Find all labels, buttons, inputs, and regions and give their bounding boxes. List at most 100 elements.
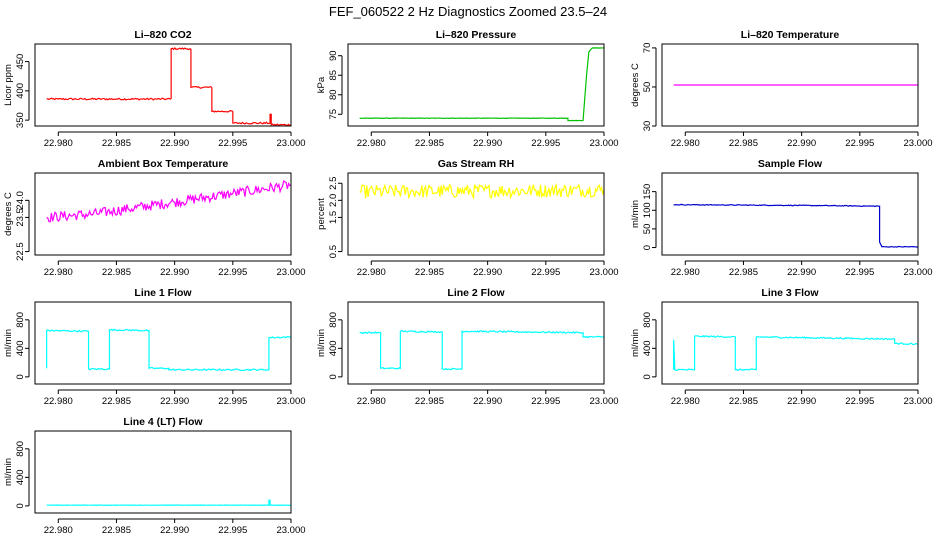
panel-title: Li–820 Pressure [436,29,517,41]
x-tick-label: 22.995 [845,396,874,407]
x-tick-label: 22.990 [473,138,502,149]
y-axis-label: ml/min [316,329,327,357]
plot-frame [34,172,292,256]
panels-container: Li–820 CO2 22.980 22.985 22.990 22.995 23.000… [3,29,933,536]
x-tick-label: 22.980 [671,138,700,149]
y-tick-label: 800 [328,312,339,328]
y-tick-label: 400 [15,469,26,485]
y-tick-label: 85 [328,70,339,81]
panel-title: Line 2 Flow [447,287,505,299]
x-tick-label: 22.985 [102,396,131,407]
panel-title: Line 4 (LT) Flow [123,416,203,428]
x-tick-label: 22.990 [160,138,189,149]
x-tick-label: 22.990 [160,525,189,536]
series-line-4 [211,87,233,113]
y-tick-label: 450 [15,54,26,70]
x-tick-label: 22.995 [531,396,560,407]
y-tick-label: 400 [328,340,339,356]
y-tick-label: 800 [15,441,26,457]
chart-panel-2: Li–820 Pressure 22.980 22.985 22.990 22.995 2… [316,29,619,149]
y-axis-label: ml/min [630,200,641,228]
x-tick-label: 22.985 [102,138,131,149]
plot-frame [661,172,919,256]
x-tick-label: 23.000 [589,138,618,149]
panel-title: Sample Flow [758,158,823,170]
x-tick-label: 22.985 [102,267,131,278]
y-tick-label: 0 [15,503,26,508]
plot-frame [34,43,292,127]
x-tick-label: 22.990 [160,396,189,407]
y-tick-label: 150 [642,184,653,200]
series-line-1 [359,47,604,122]
chart-panel-10: Line 4 (LT) Flow 22.980 22.985 22.990 22.995… [3,416,306,536]
y-tick-label: 50 [642,224,653,235]
chart-panel-8: Line 2 Flow 22.980 22.985 22.990 22.995 23.00… [316,287,619,407]
x-tick-label: 22.995 [218,138,247,149]
x-tick-label: 22.980 [44,396,73,407]
chart-panel-5: Gas Stream RH 22.980 22.985 22.990 22.995 23.… [316,158,619,278]
series-line-1 [359,330,604,371]
y-tick-label: 800 [15,312,26,328]
figure-title: FEF_060522 2 Hz Diagnostics Zoomed 23.5–… [329,4,607,19]
x-tick-label: 23.000 [903,267,932,278]
series-line-1 [46,97,172,101]
x-tick-label: 22.990 [473,267,502,278]
y-axis-label: degrees C [3,192,14,236]
chart-panel-4: Ambient Box Temperature 22.980 22.985 22.99… [3,158,306,278]
y-tick-label: 100 [642,202,653,218]
x-tick-label: 22.980 [671,267,700,278]
panel-title: Gas Stream RH [438,158,514,170]
x-tick-label: 22.980 [357,396,386,407]
x-tick-label: 22.980 [671,396,700,407]
x-tick-label: 22.985 [729,138,758,149]
series-line-2 [170,46,192,100]
x-tick-label: 22.990 [787,138,816,149]
y-tick-label: 50 [642,82,653,93]
y-tick-label: 90 [328,50,339,61]
x-tick-label: 22.980 [357,267,386,278]
x-tick-label: 22.990 [473,396,502,407]
y-tick-label: 2.5 [328,177,339,190]
y-axis-label: ml/min [3,458,14,486]
x-tick-label: 23.000 [589,267,618,278]
y-tick-label: 400 [15,83,26,99]
y-axis-label: degrees C [630,63,641,107]
y-tick-label: 0 [15,374,26,379]
y-tick-label: 0 [642,245,653,250]
plot-frame [347,43,605,127]
x-tick-label: 22.985 [415,138,444,149]
y-tick-label: 70 [642,43,653,54]
y-tick-label: 2.0 [328,194,339,207]
x-tick-label: 23.000 [589,396,618,407]
series-line-1 [673,203,918,248]
y-tick-label: 400 [15,340,26,356]
plot-frame [34,301,292,385]
y-tick-label: 24.0 [15,191,26,210]
series-line-1 [46,180,291,223]
y-axis-label: percent [316,198,327,230]
y-axis-label: Licor ppm [3,64,14,106]
y-tick-label: 30 [642,121,653,132]
plot-frame [347,172,605,256]
y-tick-label: 75 [328,109,339,120]
y-axis-label: ml/min [3,329,14,357]
x-tick-label: 22.995 [845,267,874,278]
x-tick-label: 22.990 [787,267,816,278]
x-tick-label: 22.995 [218,525,247,536]
x-tick-label: 22.980 [44,138,73,149]
x-tick-label: 23.000 [903,396,932,407]
x-tick-label: 22.990 [160,267,189,278]
chart-panel-7: Line 1 Flow 22.980 22.985 22.990 22.995 23.00… [3,287,306,407]
x-tick-label: 22.980 [357,138,386,149]
series-line-1 [359,182,604,200]
y-tick-label: 80 [328,89,339,100]
x-tick-label: 22.980 [44,267,73,278]
chart-panel-9: Line 3 Flow 22.980 22.985 22.990 22.995 23.00… [630,287,933,407]
x-tick-label: 23.000 [276,267,305,278]
chart-panel-1: Li–820 CO2 22.980 22.985 22.990 22.995 23.000… [3,29,306,149]
x-tick-label: 22.985 [729,396,758,407]
x-tick-label: 22.995 [531,267,560,278]
series-line-1 [673,334,918,372]
x-tick-label: 22.995 [218,396,247,407]
